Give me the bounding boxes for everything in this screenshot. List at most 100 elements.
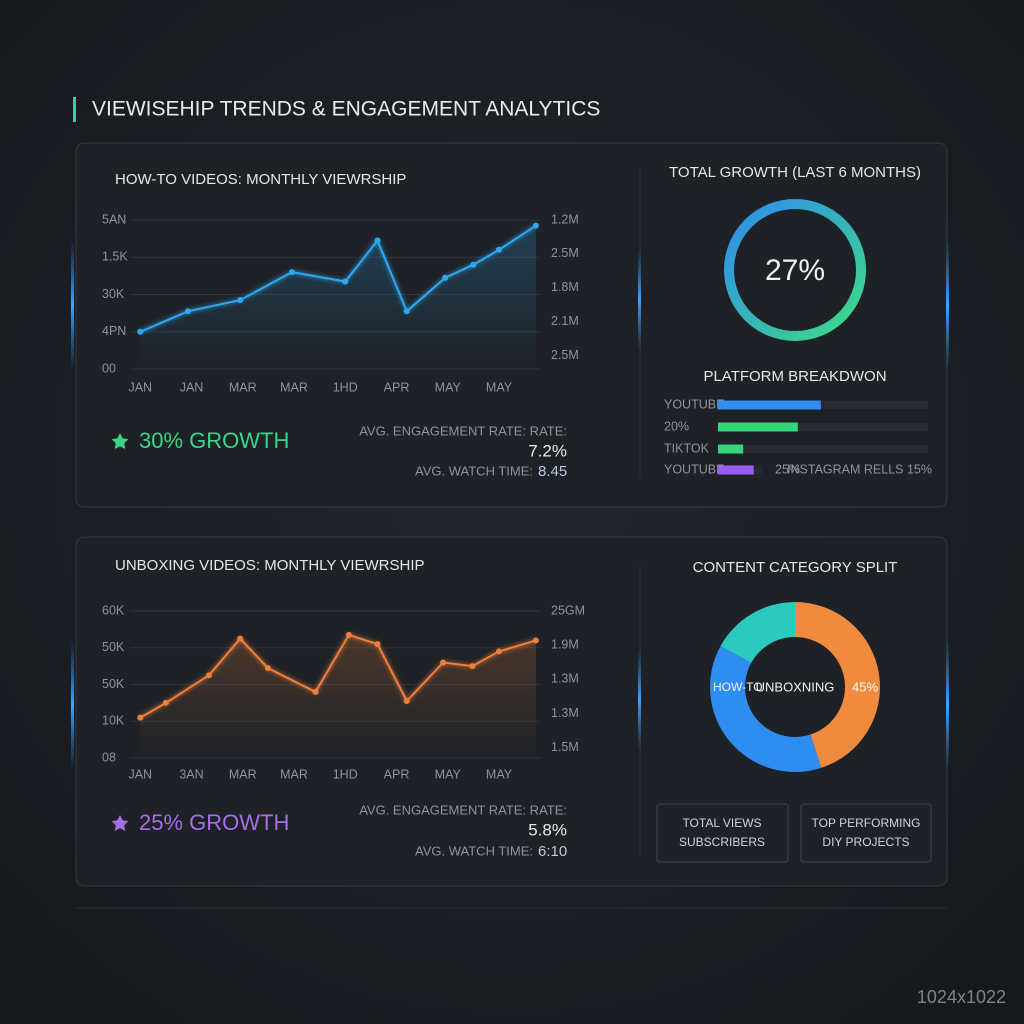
y2-tick-label: 1.3M	[551, 706, 579, 720]
chart-title: UNBOXING VIDEOS: MONTHLY VIEWRSHIP	[115, 557, 425, 574]
point	[374, 237, 381, 244]
x-tick-label: APR	[384, 380, 410, 394]
y-tick-label: 30K	[102, 287, 125, 301]
point	[137, 714, 144, 721]
x-tick-label: 1HD	[333, 380, 358, 394]
pie-label: HOW-TO	[713, 680, 763, 694]
x-tick-label: MAR	[280, 380, 308, 394]
button[interactable]	[800, 803, 932, 863]
point	[237, 635, 244, 642]
button-label[interactable]: TOP PERFORMING	[812, 816, 921, 830]
edge-glow	[638, 250, 641, 350]
x-tick-label: JAN	[180, 380, 204, 394]
pie-slice	[710, 646, 822, 772]
point	[288, 269, 295, 276]
growth-label: 25% GROWTH	[139, 810, 289, 835]
point	[345, 631, 352, 638]
point	[403, 308, 410, 315]
point	[374, 641, 381, 648]
annotation: 25%	[775, 462, 800, 476]
watermark: 1024x1022	[917, 987, 1006, 1007]
y-tick-label: 60K	[102, 603, 125, 617]
stat-label: AVG. WATCH TIME:	[415, 463, 533, 478]
x-tick-label: MAY	[435, 767, 462, 781]
x-tick-label: MAR	[280, 767, 308, 781]
y-tick-label: 5AN	[102, 212, 126, 226]
chart-title: HOW-TO VIDEOS: MONTHLY VIEWRSHIP	[115, 171, 406, 188]
x-tick-label: JAN	[128, 767, 152, 781]
x-tick-label: MAR	[229, 380, 257, 394]
y2-tick-label: 25GM	[551, 603, 585, 617]
y2-tick-label: 2.5M	[551, 246, 579, 260]
y2-tick-label: 2.1M	[551, 314, 579, 328]
y2-tick-label: 1.5M	[551, 740, 579, 754]
x-tick-label: APR	[384, 767, 410, 781]
point	[312, 688, 319, 695]
button-label[interactable]: SUBSCRIBERS	[679, 835, 765, 849]
point	[237, 297, 244, 304]
header-accent	[73, 97, 76, 122]
stat-value: 7.2%	[528, 441, 567, 460]
pie-slice	[720, 602, 795, 663]
x-tick-label: MAY	[486, 767, 513, 781]
gauge-ring	[724, 199, 866, 341]
y-tick-label: 50K	[102, 640, 125, 654]
x-tick-label: MAR	[229, 767, 257, 781]
x-tick-label: 3AN	[179, 767, 203, 781]
edge-glow	[71, 240, 74, 370]
star-icon	[111, 815, 129, 831]
point	[403, 698, 410, 705]
button[interactable]	[656, 803, 789, 863]
bar	[718, 422, 798, 432]
bar	[718, 444, 744, 454]
annotation: INSTAGRAM RELLS 15%	[787, 462, 932, 476]
y-tick-label: 08	[102, 750, 116, 764]
x-tick-label: MAY	[486, 380, 513, 394]
bar-label: YOUTUBE	[664, 397, 724, 411]
stat-value: 5.8%	[528, 820, 567, 839]
y-tick-label: 50K	[102, 677, 125, 691]
growth-label: 30% GROWTH	[139, 428, 289, 453]
y-tick-label: 10K	[102, 714, 125, 728]
bar-track	[718, 445, 928, 453]
point	[440, 659, 447, 666]
stat-label: AVG. WATCH TIME:	[415, 843, 533, 858]
y2-tick-label: 1.8M	[551, 280, 579, 294]
y2-tick-label: 1.2M	[551, 212, 579, 226]
point	[184, 308, 191, 315]
y-tick-label: 1.5K	[102, 250, 128, 264]
pie-slice	[795, 602, 880, 768]
line-area	[140, 634, 536, 758]
point	[470, 261, 477, 268]
chart-title: TOTAL GROWTH (LAST 6 MONTHS)	[669, 164, 921, 181]
point	[205, 672, 212, 679]
button-label[interactable]: TOTAL VIEWS	[682, 816, 761, 830]
x-tick-label: 1HD	[333, 767, 358, 781]
gauge-label: 27%	[765, 254, 825, 287]
edge-glow	[946, 640, 949, 770]
bar-label: YOUTUBE	[664, 462, 724, 476]
point	[496, 648, 502, 655]
bar-track	[718, 423, 928, 431]
y2-tick-label: 1.3M	[551, 672, 579, 686]
chart-title: PLATFORM BREAKDWON	[703, 368, 886, 385]
point	[342, 278, 349, 285]
point	[496, 246, 502, 253]
bar	[718, 465, 754, 475]
button-label[interactable]: DIY PROJECTS	[822, 835, 909, 849]
point	[469, 663, 476, 670]
edge-glow	[946, 240, 949, 370]
pie-label: UNBOXNING	[756, 679, 835, 694]
y2-tick-label: 2.5M	[551, 348, 579, 362]
stat-label: AVG. ENGAGEMENT RATE: RATE:	[359, 802, 567, 817]
bar-track	[718, 401, 928, 409]
stat-value: 8.45	[538, 463, 567, 480]
point	[137, 328, 144, 335]
line-area	[140, 225, 536, 369]
point	[264, 664, 271, 671]
stat-label: AVG. ENGAGEMENT RATE: RATE:	[359, 423, 567, 438]
pie-value-label: 45%	[852, 679, 878, 694]
header-title: VIEWISEHIP TRENDS & ENGAGEMENT ANALYTICS	[92, 98, 600, 121]
chart-title: CONTENT CATEGORY SPLIT	[693, 559, 898, 576]
